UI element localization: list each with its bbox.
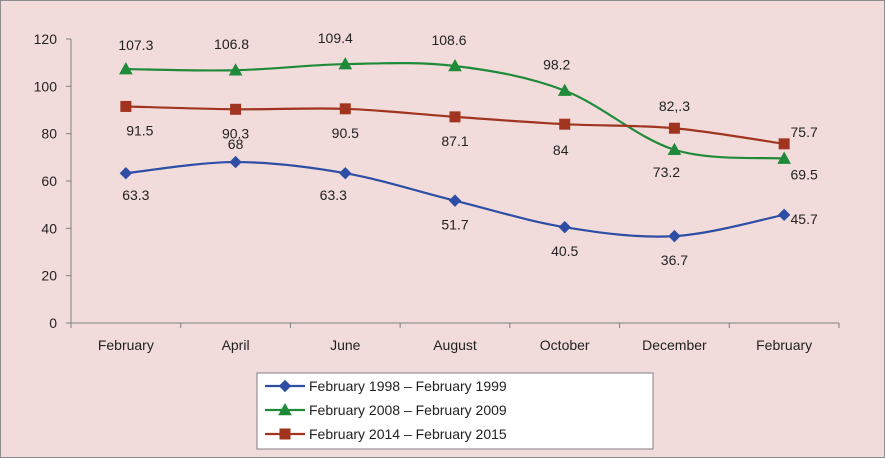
x-tick-label: February: [756, 337, 812, 353]
y-tick-label: 20: [41, 268, 57, 284]
data-label: 98.2: [543, 57, 570, 73]
data-label: 107.3: [118, 37, 153, 53]
data-label: 69.5: [791, 167, 818, 183]
data-label: 108.6: [431, 32, 466, 48]
data-label: 45.7: [791, 211, 818, 227]
data-point: [338, 57, 353, 70]
x-tick-label: February: [98, 337, 154, 353]
x-tick-label: October: [540, 337, 590, 353]
data-label: 73.2: [653, 164, 680, 180]
x-tick-label: April: [222, 337, 250, 353]
data-label: 106.8: [214, 36, 249, 52]
legend-label: February 2008 – February 2009: [309, 402, 507, 418]
data-label: 90.5: [332, 125, 359, 141]
data-point: [668, 122, 680, 134]
y-tick-label: 60: [41, 173, 57, 189]
data-label: 87.1: [441, 133, 468, 149]
data-point: [119, 166, 133, 180]
data-label: 109.4: [318, 30, 353, 46]
data-point: [339, 103, 351, 115]
data-point: [668, 229, 681, 243]
data-point: [777, 208, 791, 222]
data-point: [778, 138, 790, 150]
legend-box: [256, 372, 654, 450]
data-point: [777, 151, 791, 164]
data-point: [120, 100, 132, 112]
data-label: 51.7: [441, 217, 468, 233]
data-label: 75.7: [791, 124, 818, 140]
data-label: 91.5: [126, 122, 153, 138]
y-tick-label: 120: [34, 31, 58, 47]
x-tick-label: December: [642, 337, 707, 353]
legend-label: February 1998 – February 1999: [309, 378, 507, 394]
data-point: [229, 155, 242, 169]
data-point: [449, 111, 461, 123]
data-label: 63.3: [122, 187, 149, 203]
data-label: 40.5: [551, 243, 578, 259]
y-tick-label: 100: [34, 78, 58, 94]
data-point: [559, 118, 571, 130]
data-point: [119, 62, 133, 75]
y-tick-label: 80: [41, 126, 57, 142]
x-tick-label: August: [433, 337, 477, 353]
data-label: 63.3: [320, 187, 347, 203]
data-point: [230, 103, 242, 115]
data-point: [558, 220, 571, 234]
data-label: 82,.3: [659, 98, 690, 114]
data-point: [557, 83, 572, 96]
y-tick-label: 40: [41, 220, 57, 236]
legend-marker: [279, 428, 291, 440]
x-tick-label: June: [330, 337, 361, 353]
legend-label: February 2014 – February 2015: [309, 426, 507, 442]
data-point: [667, 142, 682, 156]
legend-marker: [278, 402, 292, 416]
legend-marker: [278, 379, 292, 393]
data-label: 90.3: [222, 125, 249, 141]
y-tick-label: 0: [49, 315, 57, 331]
data-label: 84: [553, 142, 569, 158]
data-point: [339, 166, 352, 180]
data-label: 68: [228, 136, 244, 152]
data-point: [448, 194, 462, 207]
data-point: [228, 63, 243, 76]
data-point: [448, 58, 462, 72]
data-label: 36.7: [661, 252, 688, 268]
